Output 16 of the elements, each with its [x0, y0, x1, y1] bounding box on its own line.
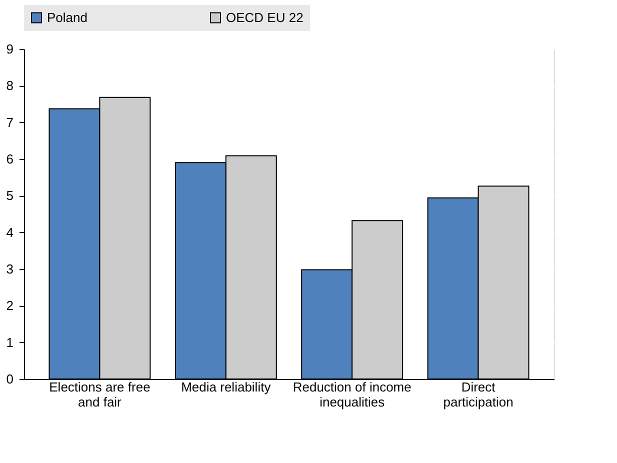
x-tick-label: Elections are free and fair: [49, 380, 150, 410]
y-tick-label: 4: [6, 224, 14, 240]
x-tick-label: Media reliability: [181, 380, 272, 394]
x-tick-label: Direct participation: [443, 380, 514, 410]
y-tick-label: 7: [6, 114, 14, 130]
y-tick-label: 3: [6, 262, 14, 276]
x-tick-label: Reduction of income inequalities: [292, 380, 412, 410]
legend-label: Poland: [47, 10, 88, 25]
y-tick-label: 0: [6, 372, 14, 386]
y-tick-label: 6: [6, 152, 14, 166]
y-tick-label: 5: [6, 188, 14, 204]
y-tick-label: 1: [6, 334, 14, 350]
y-tick-label: 2: [6, 298, 14, 314]
y-tick-label: 8: [6, 78, 14, 94]
y-tick-label: 9: [6, 42, 14, 56]
legend-label: OECD EU 22: [226, 10, 304, 25]
